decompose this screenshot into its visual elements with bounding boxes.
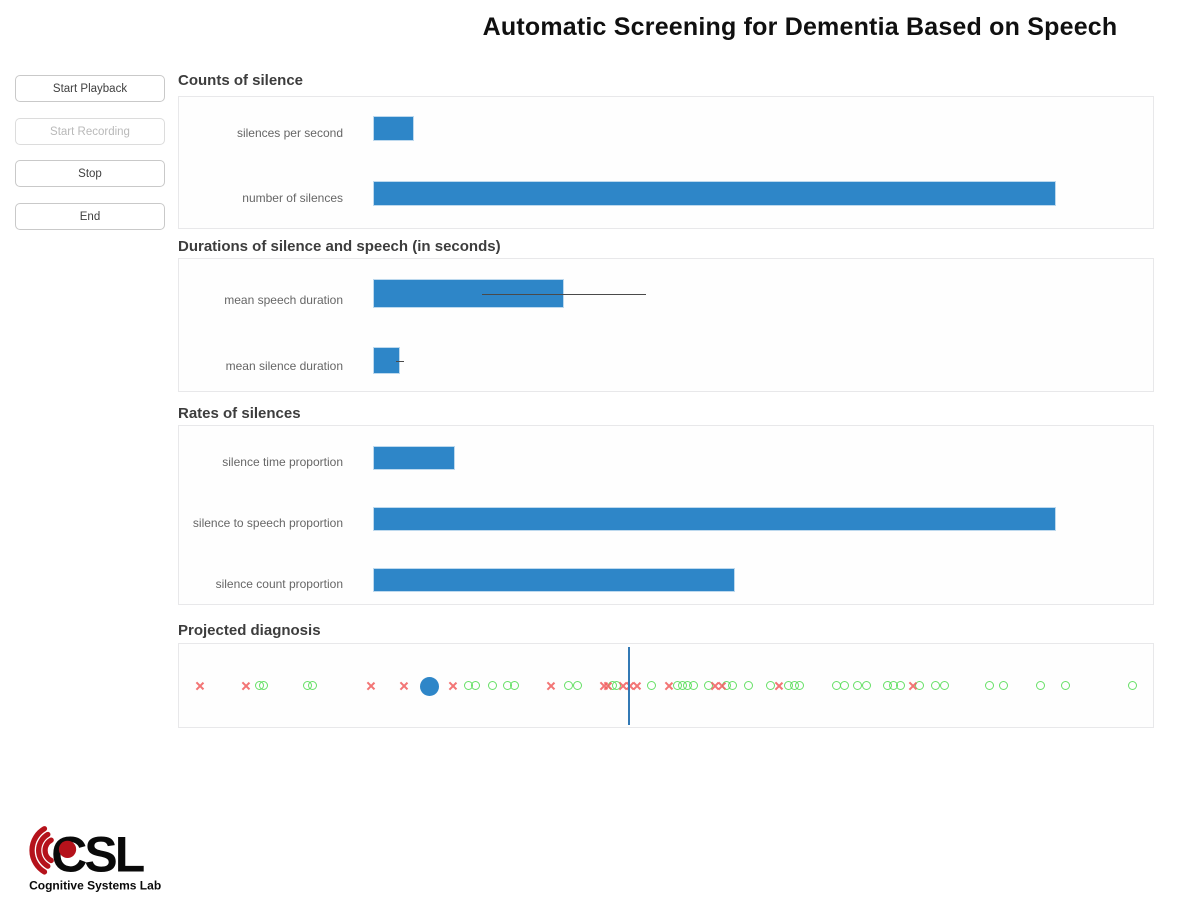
- scatter-marker-o: [487, 681, 497, 690]
- scatter-marker-x: [664, 681, 674, 691]
- section-title-rates: Rates of silences: [178, 405, 301, 422]
- bar: [373, 568, 735, 592]
- bar-label: silences per second: [236, 126, 343, 140]
- bar: [373, 116, 414, 141]
- bar: [373, 507, 1056, 531]
- scatter-marker-o: [939, 681, 949, 690]
- threshold-line: [628, 647, 630, 725]
- bar-label: mean speech duration: [224, 293, 343, 307]
- scatter-marker-o: [840, 681, 850, 690]
- error-bar: [482, 293, 647, 295]
- stop-button[interactable]: Stop: [15, 160, 165, 187]
- scatter-marker-o: [689, 681, 699, 690]
- scatter-marker-o: [795, 681, 805, 690]
- bar: [373, 446, 455, 470]
- error-bar: [396, 360, 405, 362]
- scatter-marker-o: [1061, 681, 1071, 690]
- start-recording-button[interactable]: Start Recording: [15, 118, 165, 145]
- scatter-marker-o: [998, 681, 1008, 690]
- section-title-diagnosis: Projected diagnosis: [178, 622, 321, 639]
- section-title-durations: Durations of silence and speech (in seco…: [178, 238, 501, 255]
- scatter-marker-o: [563, 681, 573, 690]
- scatter-marker-o: [258, 681, 268, 690]
- scatter-marker-o: [895, 681, 905, 690]
- chart-durations: mean speech duration mean silence duratio…: [178, 258, 1154, 392]
- bar-label: number of silences: [242, 191, 343, 205]
- csl-label: Cognitive Systems Lab: [29, 879, 161, 893]
- scatter-marker-o: [471, 681, 481, 690]
- scatter-marker-x: [399, 681, 409, 691]
- scatter-marker-x: [717, 681, 727, 691]
- scatter-marker-o: [308, 681, 318, 690]
- start-playback-button[interactable]: Start Playback: [15, 75, 165, 102]
- scatter-marker-x: [194, 681, 204, 691]
- scatter-marker-x: [448, 681, 458, 691]
- scatter-marker-x: [546, 681, 556, 691]
- scatter-marker-x: [907, 681, 917, 691]
- sound-wave-icon: [29, 826, 54, 875]
- chart-diagnosis: [178, 643, 1154, 728]
- scatter-marker-o: [573, 681, 583, 690]
- bar: [373, 347, 400, 374]
- scatter-marker-o: [728, 681, 738, 690]
- scatter-marker-o: [985, 681, 995, 690]
- scatter-marker-o: [647, 681, 657, 690]
- bar: [373, 181, 1056, 206]
- bar-label: mean silence duration: [225, 359, 343, 373]
- scatter-marker-x: [366, 681, 376, 691]
- head-silhouette-icon: [58, 840, 77, 858]
- scatter-marker-dot: [419, 676, 439, 696]
- scatter-marker-x: [774, 681, 784, 691]
- scatter-marker-o: [743, 681, 753, 690]
- scatter-marker-o: [930, 681, 940, 690]
- scatter-marker-o: [861, 681, 871, 690]
- chart-rates: silence time proportion silence to speech…: [178, 425, 1154, 605]
- bar-label: silence count proportion: [215, 577, 343, 591]
- page-title: Automatic Screening for Dementia Based o…: [482, 13, 1118, 41]
- scatter-marker-o: [852, 681, 862, 690]
- scatter-marker-o: [510, 681, 520, 690]
- scatter-marker-x: [603, 681, 613, 691]
- scatter-marker-o: [1127, 681, 1137, 690]
- scatter-marker-o: [1035, 681, 1045, 690]
- bar-label: silence time proportion: [222, 455, 343, 469]
- bar-label: silence to speech proportion: [192, 516, 343, 530]
- section-title-counts: Counts of silence: [178, 72, 304, 89]
- scatter-marker-x: [632, 681, 642, 691]
- chart-counts: silences per second number of silences: [178, 96, 1154, 229]
- scatter-marker-x: [241, 681, 251, 691]
- csl-logo: CSL Cognitive Systems Lab: [29, 826, 161, 893]
- end-button[interactable]: End: [15, 203, 165, 230]
